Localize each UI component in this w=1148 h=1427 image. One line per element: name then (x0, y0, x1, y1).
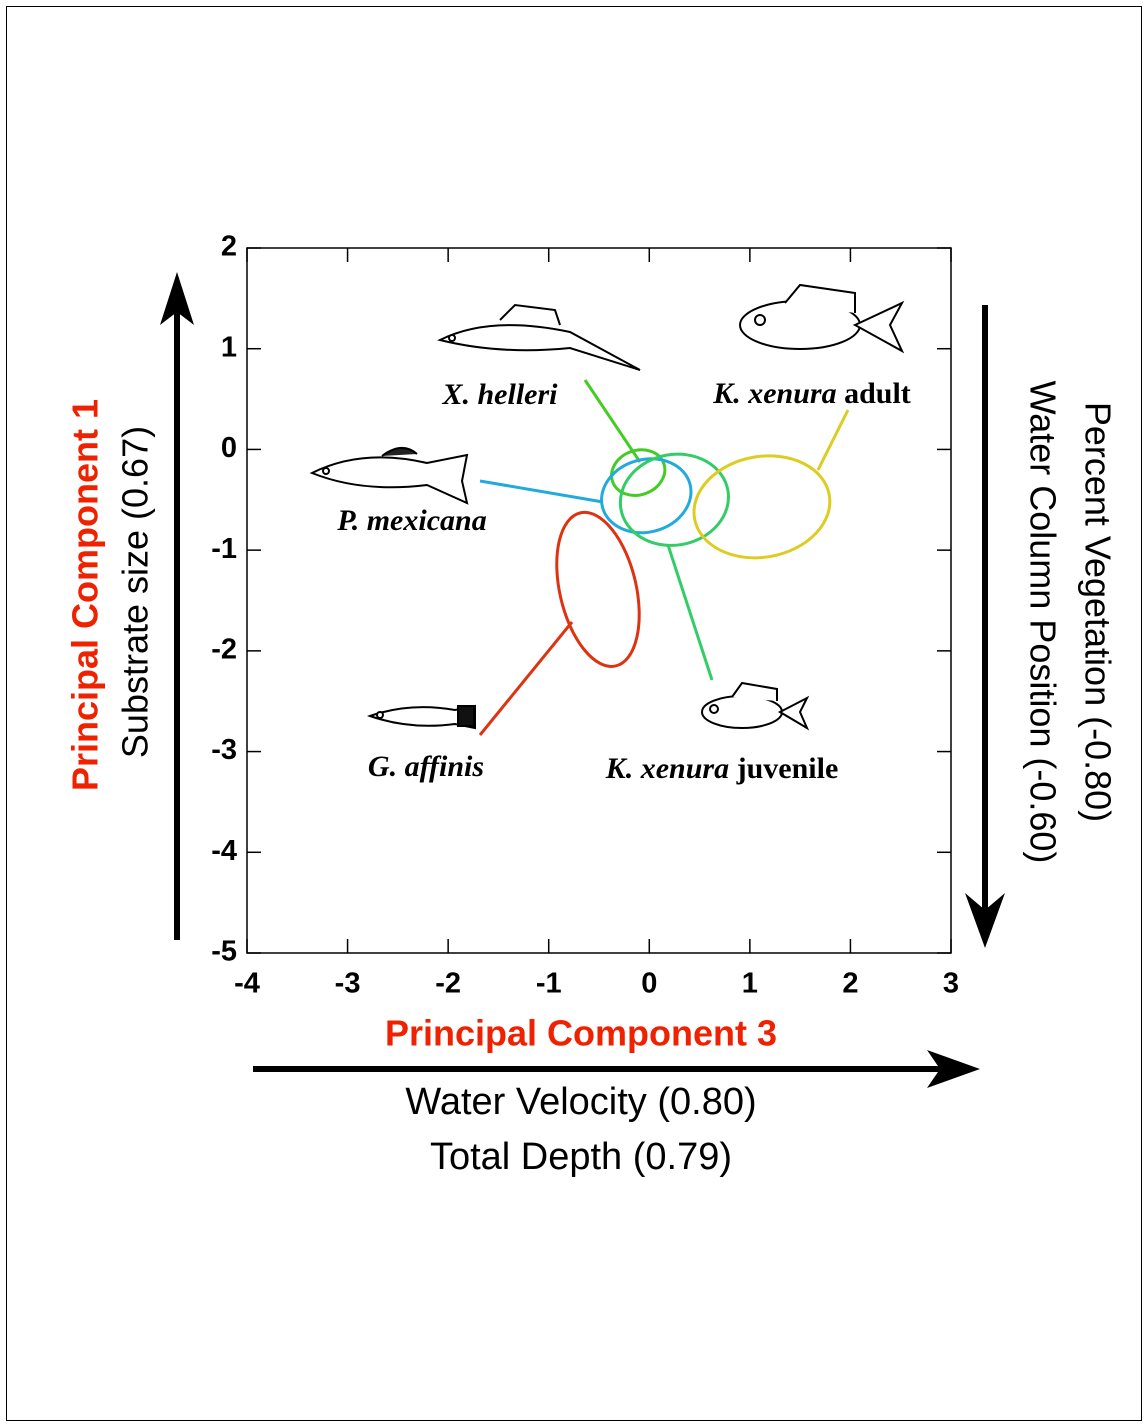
y-tick-label: 1 (221, 331, 237, 363)
y-tick-label: -5 (211, 936, 237, 968)
x-tick-label: 0 (641, 968, 657, 1000)
x-tick-label: -2 (435, 968, 461, 1000)
space (729, 752, 737, 785)
x-tick-label: 2 (842, 968, 858, 1000)
species-name: P. mexicana (336, 504, 486, 537)
space (837, 377, 845, 410)
x-tick-label: -1 (536, 968, 562, 1000)
x-tick-label: 3 (943, 968, 959, 1000)
x-tick-label: 1 (742, 968, 758, 1000)
species-label: K. xenura juvenile (605, 752, 839, 785)
chart: Principal Component 1 Substrate size (0.… (0, 0, 1148, 1427)
y-tick-label: 0 (221, 432, 237, 464)
y-tick-label: -4 (211, 835, 237, 867)
species-label: K. xenura adult (712, 377, 911, 410)
x-tick-label: -4 (234, 968, 260, 1000)
species-label: X. helleri (441, 378, 558, 411)
species-label: P. mexicana (336, 504, 486, 537)
life-stage: juvenile (736, 752, 839, 785)
y-tick-label: -1 (211, 533, 237, 565)
species-label: G. affinis (368, 750, 484, 783)
species-name: X. helleri (441, 378, 558, 411)
right-axis-label: Percent Vegetation (-0.80) (1077, 402, 1118, 822)
y-tick-label: -2 (211, 634, 237, 666)
life-stage: adult (844, 377, 911, 410)
x-axis-subtitle: Water Velocity (0.80) (405, 1081, 756, 1123)
species-name: K. xenura (605, 752, 729, 785)
right-axis-label: Water Column Position (-0.60) (1022, 381, 1063, 864)
species-name: K. xenura (712, 377, 836, 410)
x-axis-subtitle: Total Depth (0.79) (430, 1136, 732, 1178)
x-axis-title: Principal Component 3 (385, 1013, 777, 1054)
y-tick-label: 2 (221, 231, 237, 263)
y-axis-subtitle: Substrate size (0.67) (115, 426, 156, 758)
y-axis-title: Principal Component 1 (65, 399, 106, 791)
x-tick-label: -3 (335, 968, 361, 1000)
y-tick-label: -3 (211, 734, 237, 766)
species-name: G. affinis (368, 750, 484, 783)
